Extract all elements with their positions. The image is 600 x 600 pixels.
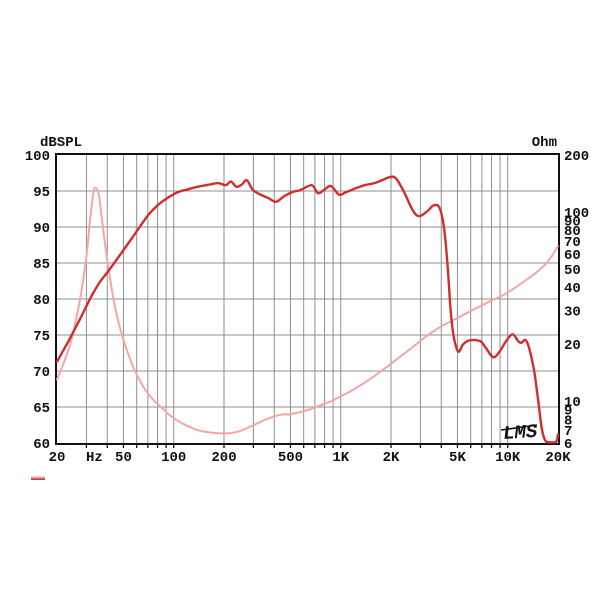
x-axis-tick-label: 100 (161, 450, 186, 466)
lms-watermark: LMS (502, 421, 538, 445)
x-axis-tick-label: 10K (495, 450, 521, 466)
right-axis-tick-label: 20 (564, 338, 581, 354)
left-axis-tick-label: 70 (33, 365, 50, 381)
left-axis-tick-label: 95 (33, 185, 50, 201)
left-axis-title: dBSPL (40, 135, 83, 151)
left-axis-tick-label: 90 (33, 221, 50, 237)
right-axis-tick-label: 40 (564, 281, 581, 297)
left-axis-tick-label: 85 (33, 257, 50, 273)
x-axis-tick-label: 1K (332, 450, 349, 466)
left-axis-tick-label: 60 (33, 437, 50, 453)
impedance-curve (56, 186, 559, 435)
left-axis-tick-label: 80 (33, 293, 50, 309)
right-axis-tick-label: 10 (564, 395, 581, 411)
right-axis-tick-label: 6 (564, 437, 572, 453)
left-axis-tick-label: 100 (25, 149, 50, 165)
right-axis-title: Ohm (531, 135, 557, 151)
x-axis-tick-label: 500 (278, 450, 303, 466)
x-axis-tick-label: 20 (49, 450, 66, 466)
x-axis-tick-label: 2K (383, 450, 400, 466)
left-axis-tick-label: 75 (33, 329, 50, 345)
right-axis-tick-label: 7 (564, 424, 572, 440)
plot-border (55, 153, 560, 445)
x-axis-tick-label: 5K (449, 450, 466, 466)
right-axis-tick-label: 80 (564, 224, 581, 240)
right-axis-tick-label: 30 (564, 305, 581, 321)
left-axis-tick-label: 65 (33, 401, 50, 417)
spl-curve (55, 175, 560, 444)
right-axis-tick-label: 70 (564, 235, 581, 251)
x-axis-tick-label: 50 (115, 450, 132, 466)
right-axis-tick-label: 60 (564, 248, 581, 264)
x-axis-tick-label: 200 (211, 450, 236, 466)
right-axis-tick-label: 90 (564, 214, 581, 230)
x-axis-tick-label: 20K (545, 450, 571, 466)
x-axis-tick-label: Hz (86, 450, 103, 466)
right-axis-tick-label: 9 (564, 404, 572, 420)
right-axis-tick-label: 200 (564, 149, 589, 165)
right-axis-tick-label: 8 (564, 413, 572, 429)
right-axis-tick-label: 100 (564, 206, 589, 222)
lms-watermark-strike (500, 424, 538, 431)
right-axis-tick-label: 50 (564, 263, 581, 279)
